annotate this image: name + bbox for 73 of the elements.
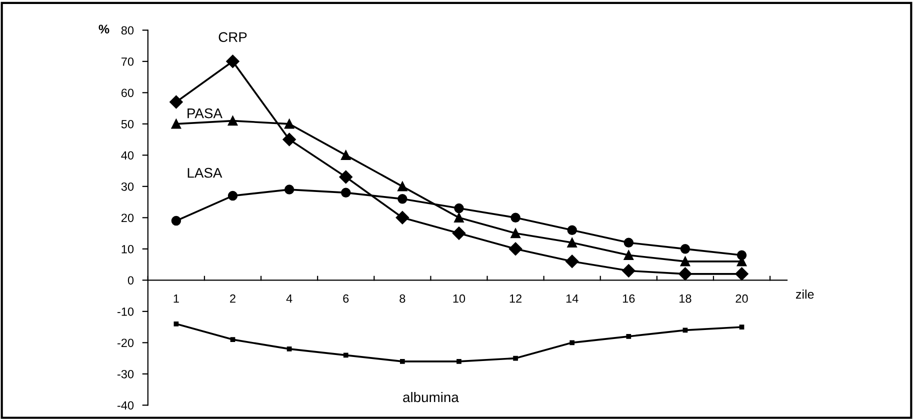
point [680,256,690,266]
x-tick-label: 10 [453,294,466,303]
point [228,116,238,126]
point [228,190,238,201]
series-label: LASA [188,168,222,178]
y-axis-title: % [98,24,110,34]
point [510,228,520,238]
y-tick-label: -10 [117,307,134,316]
x-tick-label: 4 [286,294,292,303]
y-tick-label: 10 [122,244,134,254]
point [171,216,182,226]
point [400,358,405,364]
y-tick-label: 50 [121,120,134,128]
point [454,212,464,223]
text: albumina [403,392,459,402]
point [339,170,352,184]
x-tick-label: 2 [230,294,236,303]
point [567,238,577,248]
point [456,358,462,364]
point [230,337,236,342]
point [174,321,179,326]
point [682,328,688,333]
point [454,203,464,214]
point [284,119,294,129]
point [452,226,466,240]
point [624,250,634,260]
y-tick-label: 20 [121,214,134,222]
point [508,242,522,256]
point [282,132,296,146]
y-tick-label: -20 [117,338,134,348]
point [624,238,634,248]
x-tick-label: 8 [400,294,406,303]
point [171,119,182,129]
point [513,356,518,361]
point [736,250,747,260]
x-axis-title: zile [796,290,814,299]
point [170,95,183,109]
y-tick-label: 40 [121,151,134,160]
y-tick-label: 60 [121,88,134,98]
x-tick-label: 1 [174,294,179,303]
y-tick-label: -30 [117,370,134,378]
series-label: PASA [188,108,222,118]
series-label: CRP [218,32,247,42]
point [680,244,690,254]
point [340,188,351,198]
point [286,346,292,352]
y-tick-label: 30 [121,182,134,191]
point [226,54,240,68]
point [567,225,577,236]
x-tick-label: 14 [566,294,578,303]
y-tick-label: 70 [121,57,134,66]
x-tick-label: 16 [622,294,635,303]
point [622,264,636,278]
x-tick-label: 20 [736,294,748,303]
point [398,182,408,192]
point [343,352,348,358]
point [566,254,579,268]
point [510,212,520,223]
y-tick-label: -40 [117,401,134,410]
y-tick-label: 80 [121,26,134,35]
x-tick-label: 18 [680,294,692,303]
point [735,267,748,281]
point [284,184,294,194]
point [396,211,410,224]
point [626,334,632,339]
y-tick-label: 0 [128,276,134,285]
point [570,340,575,346]
x-tick-label: 6 [343,294,349,303]
point [739,324,744,330]
point [678,267,692,281]
point [398,194,408,204]
point [340,150,351,160]
x-tick-label: 12 [510,294,522,303]
